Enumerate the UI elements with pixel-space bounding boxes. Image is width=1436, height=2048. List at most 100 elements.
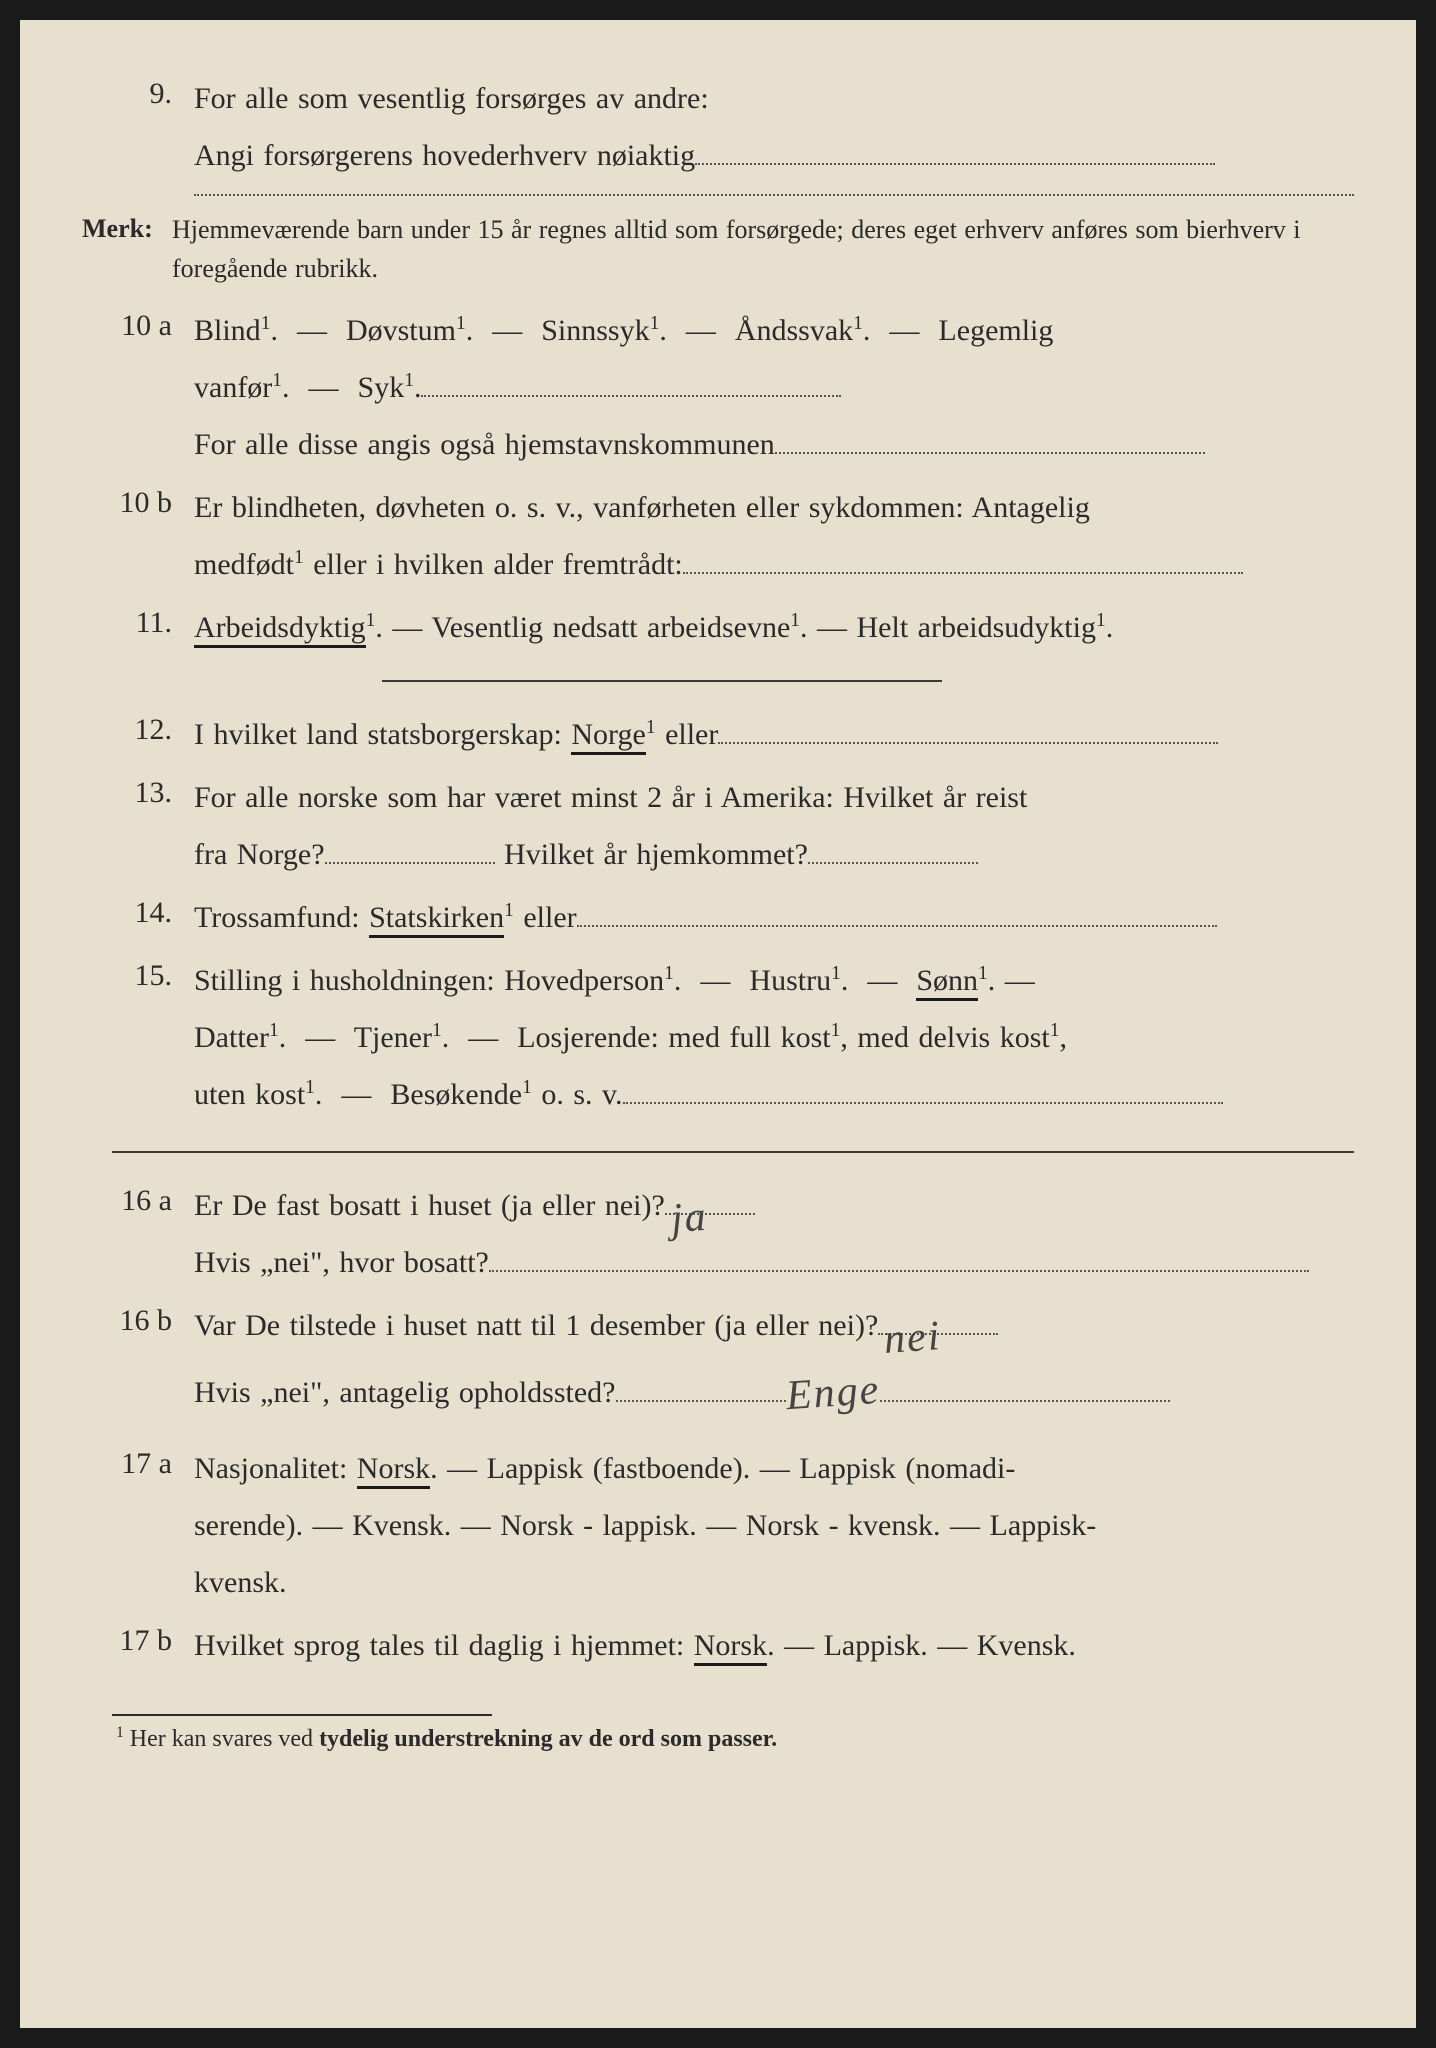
- q17a-rest1: — Lappisk (fastboende). — Lappisk (nomad…: [438, 1452, 1016, 1485]
- q9-number: 9.: [82, 70, 194, 118]
- footnote: 1 Her kan svares ved tydelig understrekn…: [82, 1726, 1354, 1753]
- q16a-body: Er De fast bosatt i huset (ja eller nei)…: [194, 1177, 1354, 1291]
- q9-blank[interactable]: [695, 163, 1215, 165]
- q13-line1: For alle norske som har været minst 2 år…: [194, 781, 1027, 814]
- q17a-rest3: kvensk.: [194, 1566, 287, 1599]
- q11-opt-nedsatt: Vesentlig nedsatt arbeidsevne1.: [431, 611, 807, 644]
- q15-tjener: Tjener1.: [354, 1021, 450, 1054]
- q10b-body: Er blindheten, døvheten o. s. v., vanfør…: [194, 479, 1354, 593]
- question-17b: 17 b Hvilket sprog tales til daglig i hj…: [82, 1617, 1354, 1674]
- q12-body: I hvilket land statsborgerskap: Norge1 e…: [194, 706, 1354, 763]
- q17a-rest2: serende). — Kvensk. — Norsk - lappisk. —…: [194, 1509, 1096, 1542]
- q14-statskirken-selected: Statskirken: [369, 901, 504, 938]
- q17b-norsk-selected: Norsk: [694, 1629, 767, 1666]
- q16b-blank-pre[interactable]: [616, 1400, 786, 1402]
- q10b-medfodt: medfødt1: [194, 548, 304, 581]
- q15-blank[interactable]: [623, 1102, 1223, 1104]
- question-16b: 16 b Var De tilstede i huset natt til 1 …: [82, 1297, 1354, 1434]
- q16b-number: 16 b: [82, 1297, 194, 1345]
- footnote-rule: [112, 1714, 492, 1716]
- q16b-answer-enge: Enge: [783, 1351, 883, 1437]
- q15-datter: Datter1.: [194, 1021, 286, 1054]
- q16a-line2: Hvis „nei", hvor bosatt?: [194, 1246, 489, 1279]
- q10a-opt-vanfor: vanfør1.: [194, 371, 290, 404]
- q14-number: 14.: [82, 889, 194, 937]
- q9-body: For alle som vesentlig forsørges av andr…: [194, 70, 1354, 184]
- divider-after-15: [112, 1151, 1354, 1153]
- merk-note: Merk: Hjemmeværende barn under 15 år reg…: [82, 210, 1354, 288]
- q13-number: 13.: [82, 769, 194, 817]
- question-17a: 17 a Nasjonalitet: Norsk. — Lappisk (fas…: [82, 1440, 1354, 1611]
- q15-body: Stilling i husholdningen: Hovedperson1. …: [194, 952, 1354, 1123]
- q13-blank1[interactable]: [325, 862, 495, 864]
- q10a-opt-blind: Blind1.: [194, 314, 278, 347]
- question-12: 12. I hvilket land statsborgerskap: Norg…: [82, 706, 1354, 763]
- q10a-opt-syk: Syk1.: [358, 371, 422, 404]
- q13-blank2[interactable]: [808, 862, 978, 864]
- footnote-marker: 1: [116, 1724, 124, 1741]
- q17a-body: Nasjonalitet: Norsk. — Lappisk (fastboen…: [194, 1440, 1354, 1611]
- form-page: 9. For alle som vesentlig forsørges av a…: [0, 0, 1436, 2048]
- footnote-bold: tydelig understrekning av de ord som pas…: [319, 1726, 777, 1752]
- q11-number: 11.: [82, 599, 194, 647]
- q15-osv: o. s. v.: [532, 1078, 623, 1111]
- q14-blank[interactable]: [577, 925, 1217, 927]
- q15-delvis: , med delvis kost1,: [840, 1021, 1067, 1054]
- q13-body: For alle norske som har været minst 2 år…: [194, 769, 1354, 883]
- q15-hustru: Hustru1.: [749, 964, 848, 997]
- q12-number: 12.: [82, 706, 194, 754]
- q10a-number: 10 a: [82, 302, 194, 350]
- q17b-body: Hvilket sprog tales til daglig i hjemmet…: [194, 1617, 1354, 1674]
- q10a-blank1[interactable]: [421, 395, 841, 397]
- q11-opt-udyktig: Helt arbeidsudyktig1.: [857, 611, 1114, 644]
- q17b-pre: Hvilket sprog tales til daglig i hjemmet…: [194, 1629, 694, 1662]
- footnote-pre: Her kan svares ved: [124, 1726, 319, 1752]
- divider-after-11: [382, 680, 942, 682]
- q9-blank-line2[interactable]: [194, 194, 1354, 196]
- q17a-norsk-selected: Norsk: [357, 1452, 430, 1489]
- q16b-line1: Var De tilstede i huset natt til 1 desem…: [194, 1309, 878, 1342]
- q10b-line1: Er blindheten, døvheten o. s. v., vanfør…: [194, 491, 1090, 524]
- q15-hovedperson: Stilling i husholdningen: Hovedperson1.: [194, 964, 681, 997]
- q12-post: eller: [656, 718, 719, 751]
- question-9: 9. For alle som vesentlig forsørges av a…: [82, 70, 1354, 184]
- q16a-answer-ja: ja: [668, 1178, 710, 1260]
- q16a-number: 16 a: [82, 1177, 194, 1225]
- q16b-body: Var De tilstede i huset natt til 1 desem…: [194, 1297, 1354, 1434]
- question-11: 11. Arbeidsdyktig1. — Vesentlig nedsatt …: [82, 599, 1354, 656]
- q16a-answer-field[interactable]: ja: [665, 1213, 755, 1215]
- q17b-number: 17 b: [82, 1617, 194, 1665]
- q16b-blank-post[interactable]: [880, 1400, 1170, 1402]
- question-14: 14. Trossamfund: Statskirken1 eller: [82, 889, 1354, 946]
- q10a-body: Blind1. — Døvstum1. — Sinnssyk1. — Åndss…: [194, 302, 1354, 473]
- q15-losjerende: Losjerende: med full kost1: [517, 1021, 840, 1054]
- question-13: 13. For alle norske som har været minst …: [82, 769, 1354, 883]
- q10a-opt-legemlig: Legemlig: [938, 314, 1053, 347]
- q12-pre: I hvilket land statsborgerskap:: [194, 718, 571, 751]
- q16b-answer-nei: nei: [882, 1297, 945, 1381]
- q14-post: eller: [514, 901, 577, 934]
- q10a-blank2[interactable]: [775, 452, 1205, 454]
- q16a-line1: Er De fast bosatt i huset (ja eller nei)…: [194, 1189, 665, 1222]
- question-10a: 10 a Blind1. — Døvstum1. — Sinnssyk1. — …: [82, 302, 1354, 473]
- q11-body: Arbeidsdyktig1. — Vesentlig nedsatt arbe…: [194, 599, 1354, 656]
- q10a-opt-andssvak: Åndssvak1.: [735, 314, 871, 347]
- q11-opt-arbeidsdyktig-selected: Arbeidsdyktig: [194, 611, 366, 648]
- q9-line1: For alle som vesentlig forsørges av andr…: [194, 82, 709, 115]
- q13-line2b: Hvilket år hjemkommet?: [495, 838, 808, 871]
- q15-besokende: Besøkende1: [390, 1078, 531, 1111]
- q10a-line3: For alle disse angis også hjemstavnskomm…: [194, 428, 775, 461]
- question-15: 15. Stilling i husholdningen: Hovedperso…: [82, 952, 1354, 1123]
- question-10b: 10 b Er blindheten, døvheten o. s. v., v…: [82, 479, 1354, 593]
- q10a-opt-dovstum: Døvstum1.: [346, 314, 473, 347]
- q15-number: 15.: [82, 952, 194, 1000]
- q17a-number: 17 a: [82, 1440, 194, 1488]
- q12-norge-selected: Norge: [571, 718, 645, 755]
- q10b-line2post: eller i hvilken alder fremtrådt:: [304, 548, 683, 581]
- q16b-answer-field[interactable]: nei: [878, 1333, 998, 1335]
- q10b-blank[interactable]: [683, 572, 1243, 574]
- q16a-blank2[interactable]: [489, 1270, 1309, 1272]
- q14-pre: Trossamfund:: [194, 901, 369, 934]
- q12-blank[interactable]: [718, 742, 1218, 744]
- q13-line2a: fra Norge?: [194, 838, 325, 871]
